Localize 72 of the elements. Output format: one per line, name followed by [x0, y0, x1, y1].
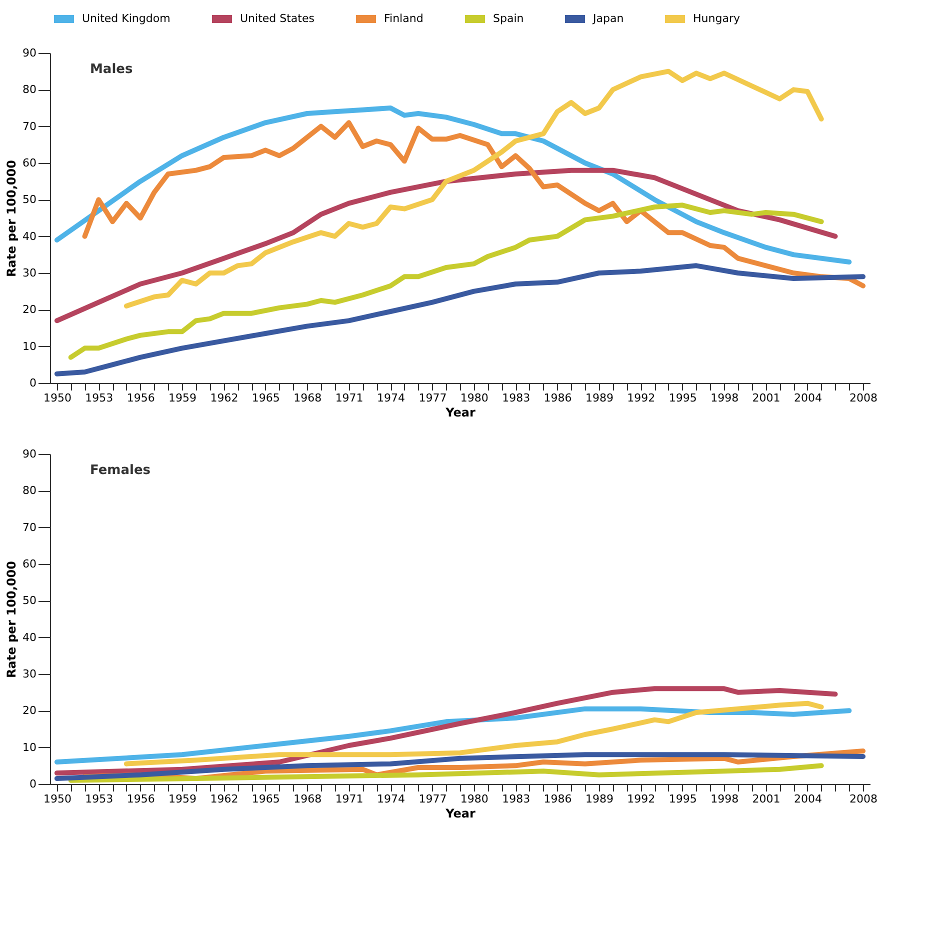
y-tick-label: 60 [22, 558, 36, 570]
x-tick-label: 1980 [460, 392, 488, 404]
x-tick-label: 1968 [294, 792, 322, 806]
x-tick-label: 1962 [210, 392, 238, 404]
x-tick-label: 1959 [168, 792, 197, 806]
text: Males [90, 62, 133, 77]
y-tick-label: 60 [22, 156, 36, 170]
x-tick-label: 1998 [710, 392, 739, 404]
x-tick-label: 1992 [627, 792, 656, 806]
legend-label: Spain [493, 12, 524, 25]
text: Females [90, 463, 151, 478]
x-tick-label: 1989 [585, 792, 614, 806]
x-tick-label: 1983 [502, 392, 530, 404]
y-axis-title: Rate per 100,000 [4, 160, 19, 277]
y-tick-label: 80 [22, 484, 36, 498]
x-tick-label: 1998 [710, 792, 739, 806]
x-tick-label: 1983 [502, 792, 530, 806]
x-tick-label: 1950 [43, 392, 72, 404]
x-tick-label: 1959 [168, 392, 197, 404]
y-tick-label: 0 [30, 778, 36, 790]
x-tick-label: 1953 [85, 392, 114, 404]
y-tick-label: 20 [22, 303, 36, 316]
x-tick-label: 1989 [585, 392, 614, 404]
x-tick-label: 2008 [850, 392, 878, 404]
legend-label: United Kingdom [82, 12, 170, 25]
x-tick-label: 1965 [252, 392, 280, 404]
x-tick-label: 1977 [418, 792, 447, 806]
y-tick-label: 10 [22, 340, 36, 353]
x-axis-title: Year [444, 806, 476, 820]
x-tick-label: 1986 [544, 392, 572, 404]
x-tick-label: 1962 [210, 792, 238, 806]
x-tick-label: 1971 [335, 392, 364, 404]
y-tick-label: 30 [22, 668, 36, 680]
x-tick-label: 1971 [335, 792, 364, 806]
legend-label: Finland [384, 12, 424, 25]
x-axis-title: Year [444, 406, 476, 420]
x-tick-label: 1980 [460, 792, 488, 806]
y-tick-label: 50 [22, 594, 36, 608]
x-tick-label: 1974 [377, 392, 406, 404]
x-tick-label: 1986 [544, 792, 572, 806]
x-tick-label: 1968 [294, 392, 322, 404]
y-tick-label: 70 [22, 120, 36, 133]
x-tick-label: 1950 [43, 792, 72, 806]
x-tick-label: 1992 [627, 392, 656, 404]
y-axis-title: Rate per 100,000 [4, 561, 19, 678]
legend-label: Hungary [693, 12, 740, 25]
x-tick-label: 2001 [752, 392, 780, 404]
legend-label: Japan [592, 12, 624, 25]
y-tick-label: 90 [22, 46, 36, 60]
x-tick-label: 2008 [850, 792, 878, 806]
y-tick-label: 90 [22, 448, 36, 460]
x-tick-label: 1974 [377, 792, 406, 806]
y-tick-label: 80 [22, 83, 36, 96]
x-tick-label: 1995 [668, 392, 697, 404]
x-tick-label: 1956 [126, 792, 155, 806]
y-tick-label: 30 [22, 266, 36, 280]
y-tick-label: 50 [22, 193, 36, 206]
y-tick-label: 40 [22, 230, 36, 243]
y-tick-label: 20 [22, 704, 36, 718]
x-tick-label: 1977 [418, 392, 447, 404]
x-tick-label: 1956 [126, 392, 155, 404]
x-tick-label: 1995 [668, 792, 697, 806]
y-tick-label: 70 [22, 520, 36, 534]
y-tick-label: 10 [22, 740, 36, 754]
x-tick-label: 2004 [794, 792, 822, 806]
x-tick-label: 1953 [85, 792, 114, 806]
y-tick-label: 40 [22, 630, 36, 644]
x-tick-label: 2001 [752, 792, 780, 806]
x-tick-label: 1965 [252, 792, 280, 806]
x-tick-label: 2004 [794, 392, 822, 404]
legend-label: United States [240, 12, 315, 25]
y-tick-label: 0 [30, 376, 36, 390]
